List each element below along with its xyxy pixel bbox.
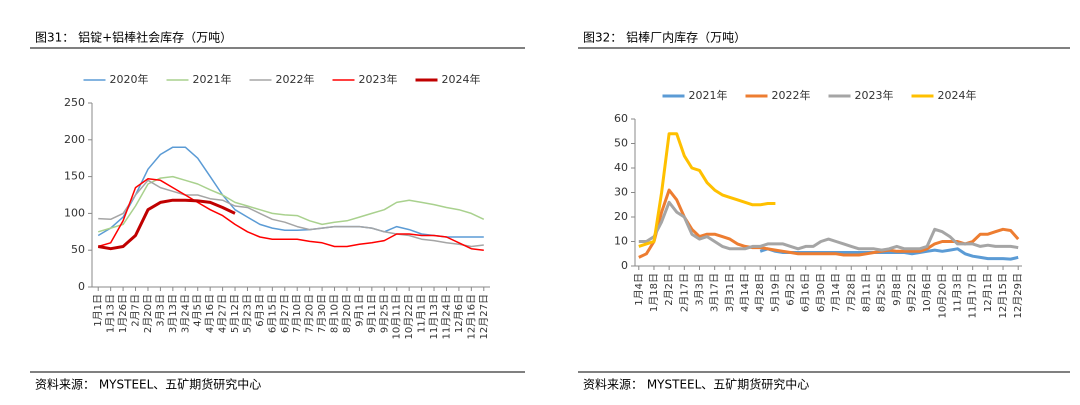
x-tick-label: 3月3日 [694, 273, 706, 306]
x-tick-label: 12月1日 [982, 273, 994, 312]
x-tick-label: 12月15日 [997, 273, 1009, 318]
x-tick-label: 10月22日 [403, 294, 415, 339]
x-tick-label: 11月24日 [440, 294, 452, 339]
x-tick-label: 7月14日 [830, 273, 842, 312]
x-tick-label: 2月17日 [678, 273, 690, 312]
x-tick-label: 4月16日 [204, 294, 216, 333]
x-tick-label: 3月3日 [154, 294, 166, 327]
x-tick-label: 12月27日 [478, 294, 490, 339]
x-tick-label: 5月12日 [229, 294, 241, 333]
y-tick-label: 250 [64, 96, 85, 109]
x-tick-label: 2月2日 [663, 273, 675, 306]
x-tick-label: 8月25日 [876, 273, 888, 312]
x-tick-label: 12月6日 [453, 294, 465, 333]
x-tick-label: 6月3日 [254, 294, 266, 327]
x-tick-label: 10月11日 [391, 294, 403, 339]
y-tick-label: 10 [614, 235, 628, 248]
series-line [97, 178, 484, 251]
x-tick-label: 3月31日 [724, 273, 736, 312]
x-tick-label: 2月20日 [142, 294, 154, 333]
x-tick-label: 3月24日 [179, 294, 191, 333]
legend-label: 2024年 [938, 88, 977, 102]
y-tick-label: 50 [614, 137, 628, 150]
legend-label: 2022年 [772, 88, 811, 102]
x-tick-label: 7月10日 [291, 294, 303, 333]
x-tick-label: 3月17日 [709, 273, 721, 312]
legend-label: 2023年 [359, 72, 398, 86]
legend-label: 2023年 [855, 88, 894, 102]
x-tick-label: 11月3日 [952, 273, 964, 312]
y-tick-label: 0 [621, 259, 628, 272]
y-tick-label: 30 [614, 186, 628, 199]
series-line [98, 179, 484, 248]
x-tick-label: 11月13日 [428, 294, 440, 339]
x-tick-label: 8月20日 [341, 294, 353, 333]
x-tick-label: 4月5日 [192, 294, 204, 327]
x-tick-label: 1月1日 [92, 294, 104, 327]
y-tick-label: 60 [614, 112, 628, 125]
y-tick-label: 200 [64, 133, 85, 146]
y-tick-label: 100 [64, 206, 85, 219]
x-tick-label: 8月11日 [860, 273, 872, 312]
x-tick-label: 10月20日 [936, 273, 948, 318]
series-line [638, 200, 1019, 252]
legend-label: 2024年 [442, 72, 481, 86]
x-tick-label: 7月30日 [316, 294, 328, 333]
y-tick-label: 50 [71, 243, 85, 256]
x-tick-label: 1月26日 [117, 294, 129, 333]
x-tick-label: 4月28日 [754, 273, 766, 312]
x-tick-label: 12月29日 [1012, 273, 1024, 318]
x-tick-label: 9月22日 [906, 273, 918, 312]
legend-label: 2021年 [193, 72, 232, 86]
x-tick-label: 6月2日 [785, 273, 797, 306]
legend-label: 2020年 [110, 72, 149, 86]
x-tick-label: 6月15日 [266, 294, 278, 333]
series-line [97, 146, 484, 238]
y-tick-label: 150 [64, 170, 85, 183]
y-tick-label: 40 [614, 161, 628, 174]
x-tick-label: 3月13日 [167, 294, 179, 333]
chart-title: 图31： 铝锭+铝棒社会库存（万吨） [35, 30, 232, 45]
y-tick-label: 20 [614, 210, 628, 223]
x-tick-label: 8月10日 [329, 294, 341, 333]
x-tick-label: 2月7日 [130, 294, 142, 327]
legend-label: 2022年 [276, 72, 315, 86]
series-line [97, 175, 485, 233]
x-tick-label: 6月16日 [800, 273, 812, 312]
series-line [638, 132, 776, 248]
x-tick-label: 5月19日 [769, 273, 781, 312]
x-tick-label: 6月30日 [815, 273, 827, 312]
x-tick-label: 11月1日 [416, 294, 428, 333]
x-tick-label: 6月27日 [279, 294, 291, 333]
x-tick-label: 4月14日 [739, 273, 751, 312]
x-tick-label: 9月1日 [353, 294, 365, 327]
x-tick-label: 10月6日 [921, 273, 933, 312]
x-tick-label: 11月17日 [967, 273, 979, 318]
x-tick-label: 7月28日 [845, 273, 857, 312]
x-tick-label: 12月16日 [465, 294, 477, 339]
chart-title: 图32： 铝棒厂内库存（万吨） [583, 30, 746, 45]
legend-label: 2021年 [689, 88, 728, 102]
x-tick-label: 9月11日 [366, 294, 378, 333]
x-tick-label: 1月4日 [633, 273, 645, 306]
series-line [638, 188, 1020, 259]
y-tick-label: 0 [78, 280, 85, 293]
x-tick-label: 5月23日 [241, 294, 253, 333]
series-line [97, 198, 236, 251]
x-tick-label: 7月20日 [304, 294, 316, 333]
x-tick-label: 9月8日 [891, 273, 903, 306]
source-note: 资料来源： MYSTEEL、五矿期货研究中心 [583, 377, 809, 392]
x-tick-label: 1月18日 [648, 273, 660, 312]
x-tick-label: 1月13日 [105, 294, 117, 333]
source-note: 资料来源： MYSTEEL、五矿期货研究中心 [35, 377, 261, 392]
x-tick-label: 4月27日 [217, 294, 229, 333]
x-tick-label: 9月25日 [378, 294, 390, 333]
